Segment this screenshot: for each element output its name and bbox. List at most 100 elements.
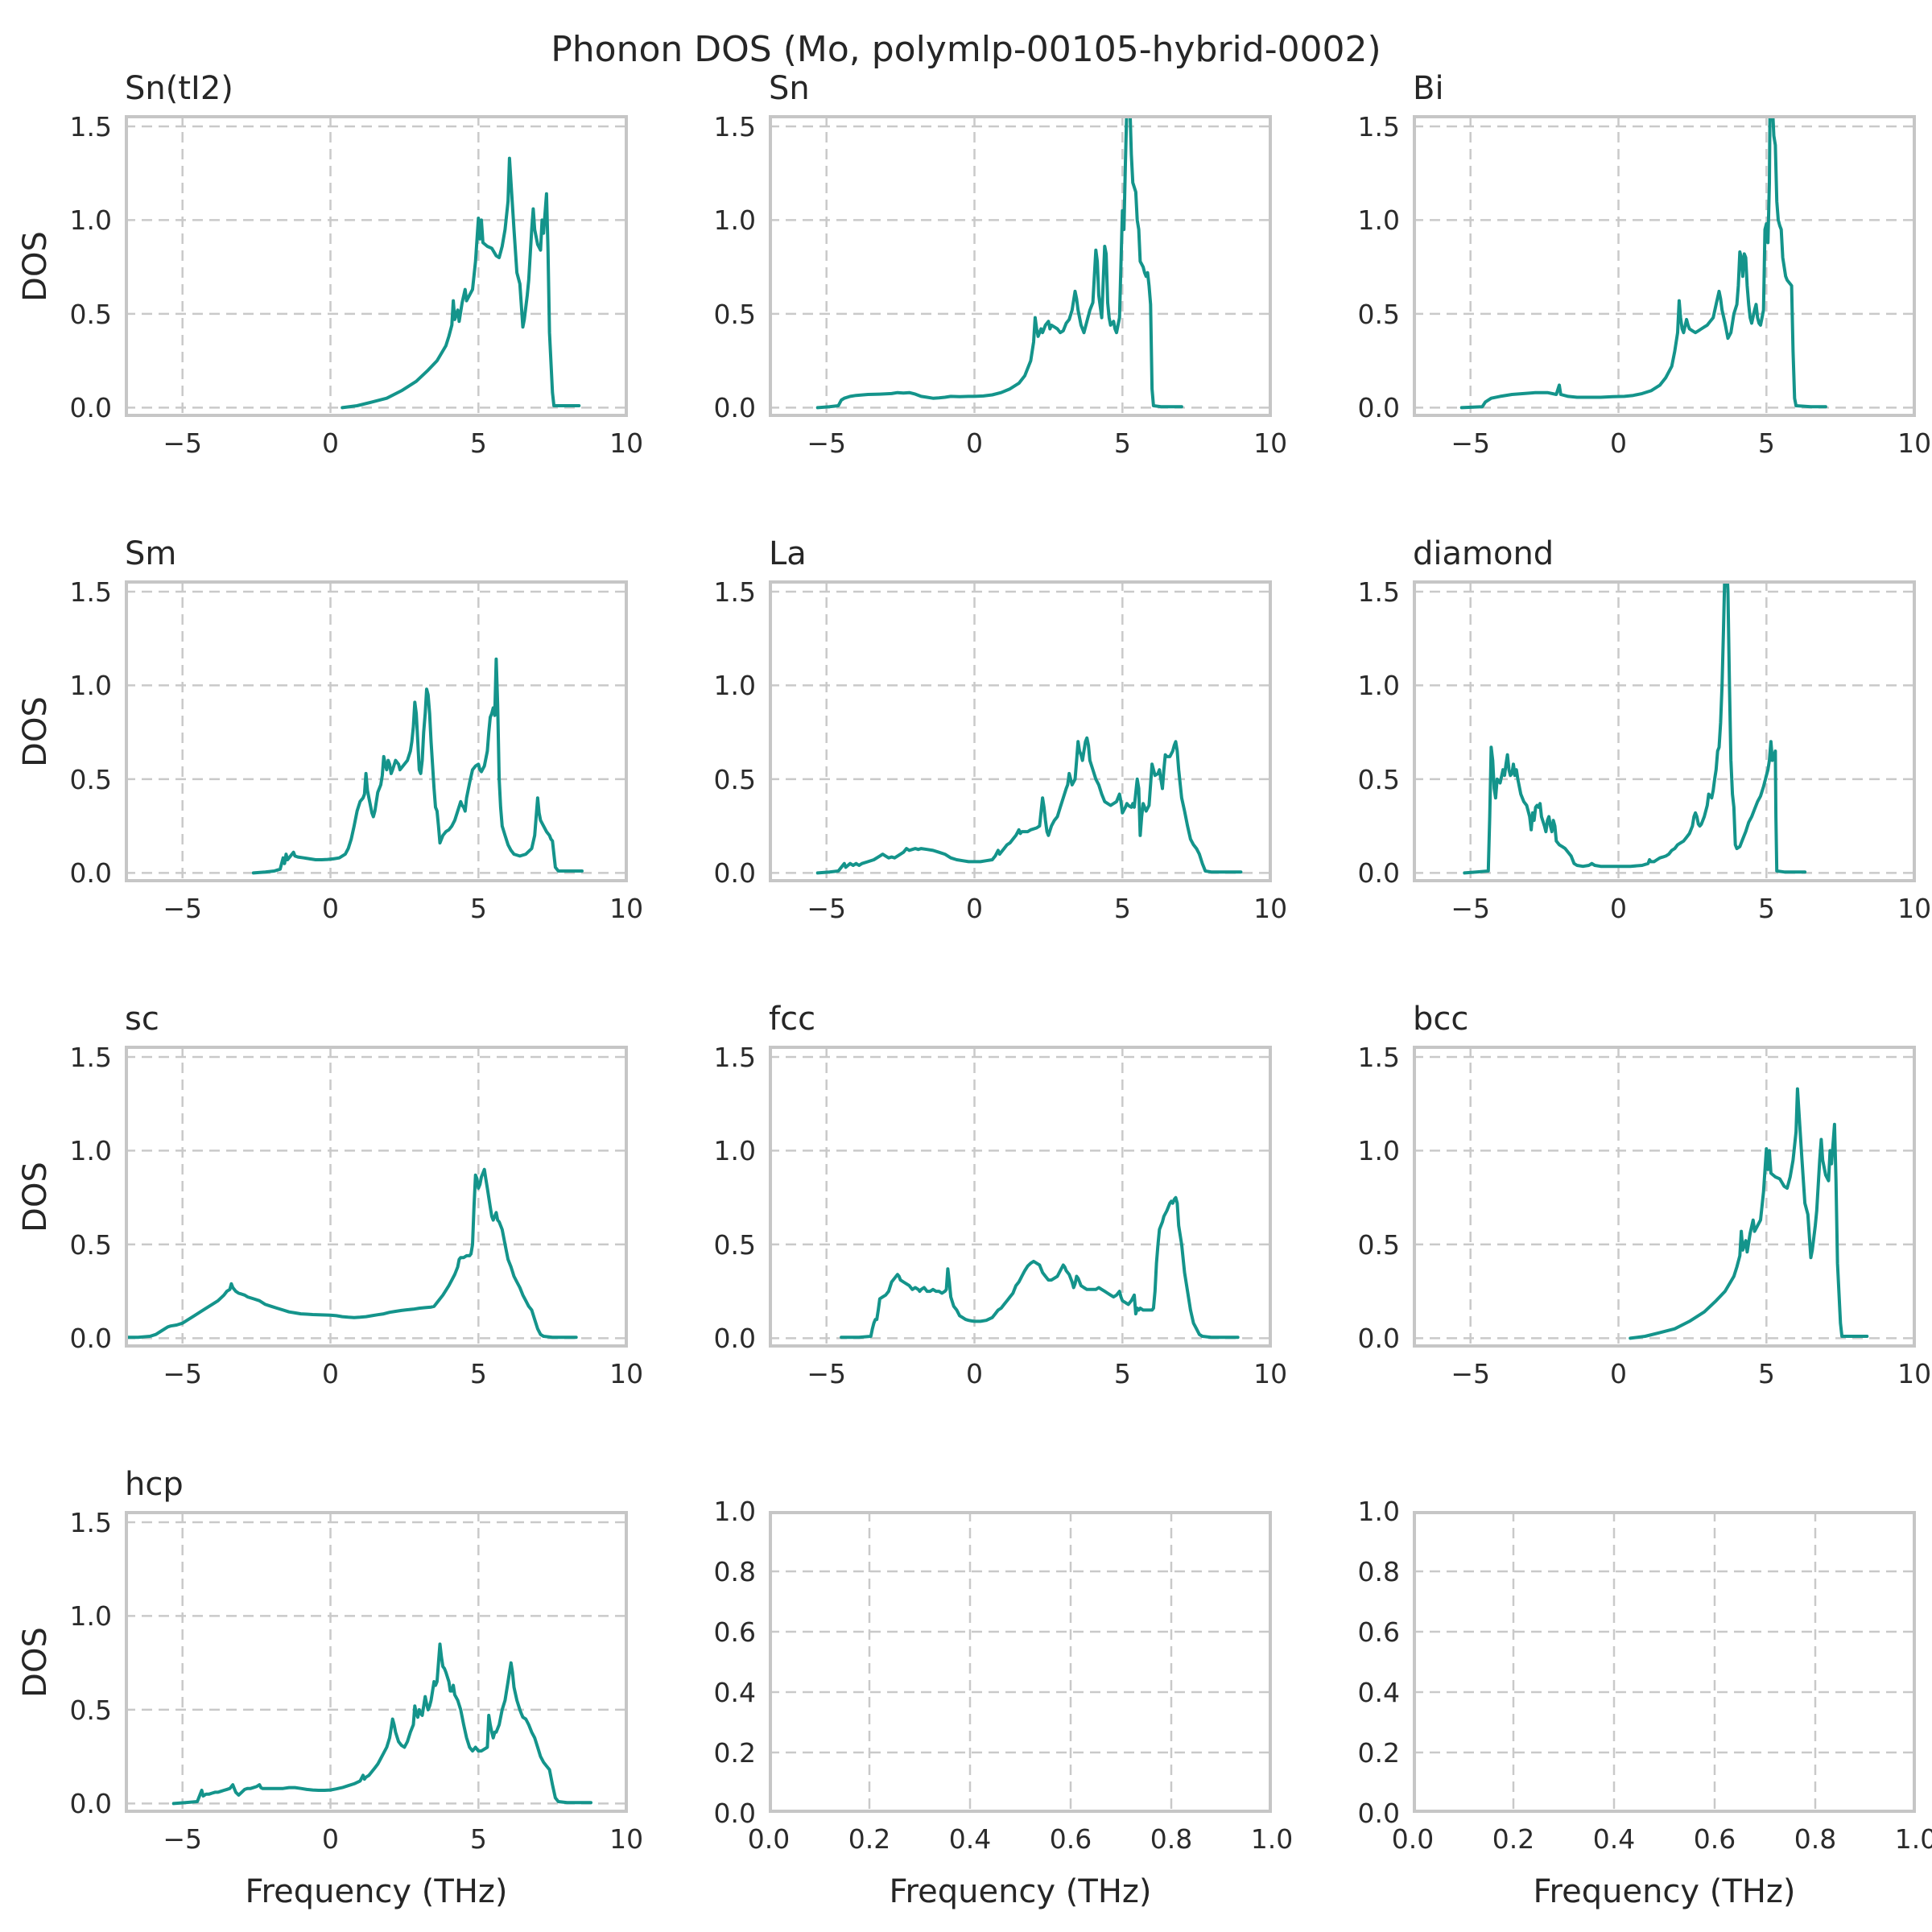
dos-curve bbox=[1629, 1087, 1869, 1340]
x-tick-label: 0.6 bbox=[1049, 1823, 1092, 1855]
x-tick-label: 5 bbox=[469, 427, 487, 459]
axes bbox=[125, 115, 628, 417]
y-tick-label: 0.8 bbox=[713, 1556, 756, 1587]
subplot-empty-10: 0.0 0.2 0.4 0.6 0.8 1.0 0.0 0.2 0.4 0.6 0.8 1.0 Freq… bbox=[644, 1467, 1294, 1932]
axes bbox=[125, 580, 628, 882]
x-tick-label: 5 bbox=[1757, 893, 1775, 924]
y-tick-label: 0.0 bbox=[1357, 1323, 1400, 1355]
y-tick-label: 1.5 bbox=[69, 1041, 112, 1073]
subplot-title: bcc bbox=[1413, 1001, 1469, 1038]
x-axis-label: Frequency (THz) bbox=[1533, 1873, 1796, 1910]
subplot-bcc: bcc 0.0 0.5 1.0 1.5 −5 0 5 10 bbox=[1288, 1001, 1932, 1467]
x-tick-label: 0 bbox=[1610, 893, 1627, 924]
x-tick-label: 1.0 bbox=[1894, 1823, 1932, 1855]
axes-spine bbox=[1413, 115, 1916, 417]
axes bbox=[769, 1046, 1272, 1348]
y-tick-label: 1.5 bbox=[713, 110, 756, 142]
axes-spine bbox=[1413, 580, 1916, 882]
y-tick-label: 1.0 bbox=[1357, 1135, 1400, 1167]
y-tick-label: 0.2 bbox=[713, 1737, 756, 1769]
x-tick-label: 10 bbox=[1253, 427, 1288, 459]
y-tick-label: 0.6 bbox=[1357, 1616, 1400, 1648]
y-tick-label: 1.5 bbox=[1357, 110, 1400, 142]
y-tick-label: 1.0 bbox=[713, 670, 756, 702]
y-tick-label: 1.0 bbox=[1357, 670, 1400, 702]
x-tick-label: 0.0 bbox=[747, 1823, 791, 1855]
subplot-title: Sn(tI2) bbox=[125, 70, 233, 107]
y-tick-label: 0.4 bbox=[713, 1677, 756, 1708]
axes-spine bbox=[125, 1046, 628, 1348]
x-tick-label: 5 bbox=[1113, 893, 1131, 924]
axes bbox=[769, 1511, 1272, 1813]
x-tick-label: 10 bbox=[1897, 1358, 1932, 1389]
y-tick-label: 1.0 bbox=[713, 1135, 756, 1167]
axes-spine bbox=[125, 1511, 628, 1813]
dos-curve bbox=[1459, 115, 1827, 410]
subplot-sn: Sn 0.0 0.5 1.0 1.5 −5 0 5 10 bbox=[644, 71, 1288, 536]
y-tick-label: 1.5 bbox=[69, 576, 112, 608]
x-tick-label: 0.4 bbox=[1592, 1823, 1636, 1855]
dos-curve bbox=[840, 1195, 1240, 1340]
y-tick-label: 0.6 bbox=[713, 1616, 756, 1648]
axes bbox=[125, 1046, 628, 1348]
x-tick-label: −5 bbox=[163, 1358, 203, 1389]
y-tick-label: 1.5 bbox=[713, 576, 756, 608]
x-tick-label: 10 bbox=[1897, 893, 1932, 924]
x-tick-label: 10 bbox=[609, 1823, 644, 1855]
dos-curve bbox=[171, 1642, 592, 1806]
x-tick-label: −5 bbox=[807, 1358, 847, 1389]
y-axis-label: DOS bbox=[17, 1626, 54, 1698]
y-tick-label: 0.5 bbox=[69, 763, 112, 795]
y-tick-label: 1.5 bbox=[69, 110, 112, 142]
x-tick-label: 0 bbox=[1610, 1358, 1627, 1389]
y-tick-label: 1.0 bbox=[69, 204, 112, 237]
x-tick-label: −5 bbox=[1451, 893, 1491, 924]
axes bbox=[1413, 1511, 1916, 1813]
x-tick-label: −5 bbox=[807, 893, 847, 924]
x-tick-label: 0.4 bbox=[948, 1823, 992, 1855]
x-tick-label: 1.0 bbox=[1250, 1823, 1294, 1855]
x-tick-label: −5 bbox=[807, 427, 847, 459]
subplot-title: hcp bbox=[125, 1466, 184, 1503]
figure-title: Phonon DOS (Mo, polymlp-00105-hybrid-000… bbox=[551, 29, 1381, 70]
y-tick-label: 0.5 bbox=[713, 763, 756, 795]
y-tick-label: 1.0 bbox=[1357, 204, 1400, 237]
x-tick-label: 5 bbox=[1113, 1358, 1131, 1389]
subplot-la: La 0.0 0.5 1.0 1.5 −5 0 5 10 bbox=[644, 536, 1288, 1001]
y-axis-label: DOS bbox=[17, 1161, 54, 1232]
axes-spine bbox=[769, 1511, 1272, 1813]
axes bbox=[1413, 115, 1916, 417]
x-tick-label: 5 bbox=[469, 893, 487, 924]
axes bbox=[769, 580, 1272, 882]
y-tick-label: 1.0 bbox=[1357, 1496, 1400, 1527]
subplot-title: Sn bbox=[769, 70, 810, 107]
axes-spine bbox=[769, 115, 1272, 417]
y-tick-label: 0.0 bbox=[1357, 857, 1400, 890]
dos-curve bbox=[251, 657, 584, 875]
x-tick-label: 0 bbox=[322, 1823, 339, 1855]
dos-curve bbox=[125, 1167, 578, 1340]
x-tick-label: 5 bbox=[1757, 427, 1775, 459]
subplot-hcp: hcp DOS 0.0 0.5 1.0 1.5 −5 0 5 10 Frequency (THz) bbox=[0, 1467, 644, 1932]
subplot-title: sc bbox=[125, 1001, 159, 1038]
subplot-sm: Sm DOS 0.0 0.5 1.0 1.5 −5 0 5 10 bbox=[0, 536, 644, 1001]
axes-spine bbox=[769, 580, 1272, 882]
y-tick-label: 0.4 bbox=[1357, 1677, 1400, 1708]
x-tick-label: 10 bbox=[1253, 893, 1288, 924]
x-tick-label: 5 bbox=[1757, 1358, 1775, 1389]
x-tick-label: 0.6 bbox=[1693, 1823, 1736, 1855]
dos-curve bbox=[1463, 580, 1807, 875]
y-tick-label: 0.5 bbox=[713, 1228, 756, 1261]
axes bbox=[1413, 580, 1916, 882]
x-tick-label: 0 bbox=[322, 427, 339, 459]
x-tick-label: −5 bbox=[163, 1823, 203, 1855]
subplot-diamond: diamond 0.0 0.5 1.0 1.5 −5 0 5 10 bbox=[1288, 536, 1932, 1001]
y-tick-label: 0.5 bbox=[1357, 763, 1400, 795]
y-tick-label: 1.0 bbox=[69, 670, 112, 702]
y-axis-label: DOS bbox=[17, 696, 54, 767]
axes-spine bbox=[125, 115, 628, 417]
x-tick-label: 10 bbox=[1897, 427, 1932, 459]
axes-spine bbox=[1413, 1046, 1916, 1348]
y-tick-label: 1.0 bbox=[69, 1135, 112, 1167]
y-tick-label: 0.8 bbox=[1357, 1556, 1400, 1587]
